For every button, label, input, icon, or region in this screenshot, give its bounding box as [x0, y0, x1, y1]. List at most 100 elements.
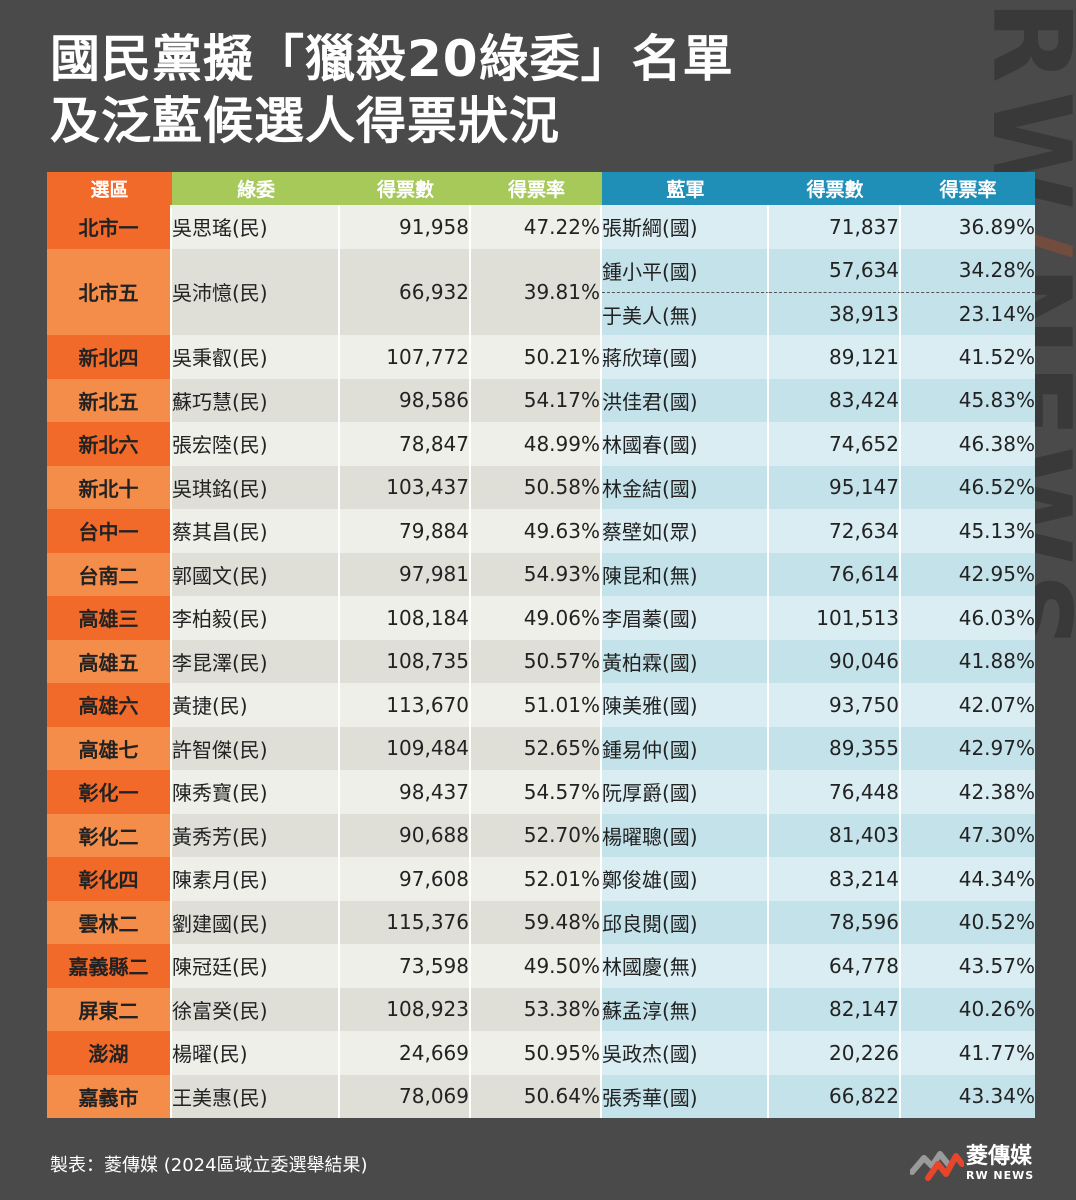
green-votes: 107,772 — [340, 335, 471, 379]
blue-rate: 43.34% — [901, 1074, 1035, 1118]
blue-candidate: 洪佳君(國) — [602, 378, 769, 422]
blue-rate: 47.30% — [901, 813, 1035, 857]
district-cell: 高雄五 — [47, 639, 172, 683]
green-votes: 91,958 — [340, 205, 471, 249]
title-line-1: 國民黨擬「獵殺20綠委」名單 — [50, 30, 734, 88]
blue-votes: 20,226 — [769, 1031, 901, 1075]
blue-votes: 95,147 — [769, 465, 901, 509]
blue-votes: 78,596 — [769, 900, 901, 944]
district-cell: 北市一 — [47, 205, 172, 249]
blue-votes: 64,778 — [769, 944, 901, 988]
page-title: 國民黨擬「獵殺20綠委」名單 及泛藍候選人得票狀況 — [50, 28, 734, 152]
blue-rate: 44.34% — [901, 857, 1035, 901]
green-candidate: 陳冠廷(民) — [172, 944, 340, 988]
green-candidate: 蔡其昌(民) — [172, 509, 340, 553]
blue-candidate: 鍾小平(國) — [602, 248, 769, 293]
table-row: 嘉義市 王美惠(民) 78,069 50.64% 張秀華(國) 66,822 4… — [47, 1074, 1035, 1118]
green-candidate: 黃秀芳(民) — [172, 813, 340, 857]
footer-credit: 製表：菱傳媒 (2024區域立委選舉結果) — [50, 1155, 368, 1176]
blue-rate: 42.95% — [901, 552, 1035, 596]
blue-rate: 41.77% — [901, 1031, 1035, 1075]
table-row: 台中一 蔡其昌(民) 79,884 49.63% 蔡壁如(眾) 72,634 4… — [47, 509, 1035, 553]
blue-rate: 46.52% — [901, 465, 1035, 509]
district-cell: 嘉義市 — [47, 1074, 172, 1118]
title-line-2: 及泛藍候選人得票狀況 — [50, 92, 560, 150]
green-votes: 98,586 — [340, 378, 471, 422]
blue-votes: 83,424 — [769, 378, 901, 422]
header-blue: 藍軍 — [602, 172, 769, 205]
green-votes: 78,069 — [340, 1074, 471, 1118]
green-candidate: 蘇巧慧(民) — [172, 378, 340, 422]
header-blue-votes: 得票數 — [769, 172, 901, 205]
blue-candidate: 林國慶(無) — [602, 944, 769, 988]
green-rate: 54.57% — [471, 770, 602, 814]
green-rate: 50.57% — [471, 639, 602, 683]
table-row: 高雄三 李柏毅(民) 108,184 49.06% 李眉蓁(國) 101,513… — [47, 596, 1035, 640]
blue-rate: 45.83% — [901, 378, 1035, 422]
logo-text: 菱傳媒 RW NEWS — [966, 1145, 1034, 1183]
blue-rate: 40.26% — [901, 987, 1035, 1031]
district-cell: 新北十 — [47, 465, 172, 509]
green-rate: 51.01% — [471, 683, 602, 727]
blue-candidate: 張斯綱(國) — [602, 205, 769, 249]
green-votes: 109,484 — [340, 726, 471, 770]
blue-votes: 81,403 — [769, 813, 901, 857]
green-votes: 24,669 — [340, 1031, 471, 1075]
table-row: 新北五 蘇巧慧(民) 98,586 54.17% 洪佳君(國) 83,424 4… — [47, 378, 1035, 422]
green-rate: 50.64% — [471, 1074, 602, 1118]
table-row: 高雄六 黃捷(民) 113,670 51.01% 陳美雅(國) 93,750 4… — [47, 683, 1035, 727]
green-rate: 49.50% — [471, 944, 602, 988]
header-green: 綠委 — [172, 172, 340, 205]
green-rate: 50.95% — [471, 1031, 602, 1075]
blue-candidate: 陳昆和(無) — [602, 552, 769, 596]
blue-rate: 36.89% — [901, 205, 1035, 249]
header-green-votes: 得票數 — [340, 172, 471, 205]
table-header-row: 選區 綠委 得票數 得票率 藍軍 得票數 得票率 — [47, 172, 1035, 205]
blue-candidate: 阮厚爵(國) — [602, 770, 769, 814]
green-candidate: 王美惠(民) — [172, 1074, 340, 1118]
blue-candidate: 張秀華(國) — [602, 1074, 769, 1118]
green-candidate: 陳秀寶(民) — [172, 770, 340, 814]
district-cell: 澎湖 — [47, 1031, 172, 1075]
blue-candidate: 蔡壁如(眾) — [602, 509, 769, 553]
district-cell: 彰化四 — [47, 857, 172, 901]
table-row: 彰化二 黃秀芳(民) 90,688 52.70% 楊曜聰(國) 81,403 4… — [47, 813, 1035, 857]
district-cell: 台中一 — [47, 509, 172, 553]
table-row: 新北六 張宏陸(民) 78,847 48.99% 林國春(國) 74,652 4… — [47, 422, 1035, 466]
blue-votes: 83,214 — [769, 857, 901, 901]
table-row: 北市一 吳思瑤(民) 91,958 47.22% 張斯綱(國) 71,837 3… — [47, 205, 1035, 249]
green-votes: 108,923 — [340, 987, 471, 1031]
blue-votes: 82,147 — [769, 987, 901, 1031]
table-row: 高雄五 李昆澤(民) 108,735 50.57% 黃柏霖(國) 90,046 … — [47, 639, 1035, 683]
district-cell: 高雄六 — [47, 683, 172, 727]
header-green-rate: 得票率 — [471, 172, 602, 205]
green-rate: 52.70% — [471, 813, 602, 857]
green-candidate: 吳沛憶(民) — [172, 248, 340, 335]
green-candidate: 李昆澤(民) — [172, 639, 340, 683]
blue-candidate: 黃柏霖(國) — [602, 639, 769, 683]
green-rate: 52.01% — [471, 857, 602, 901]
header-district: 選區 — [47, 172, 172, 205]
district-cell: 北市五 — [47, 248, 172, 335]
district-cell: 台南二 — [47, 552, 172, 596]
green-candidate: 陳素月(民) — [172, 857, 340, 901]
district-cell: 高雄三 — [47, 596, 172, 640]
blue-candidate: 李眉蓁(國) — [602, 596, 769, 640]
blue-candidate: 楊曜聰(國) — [602, 813, 769, 857]
blue-votes: 74,652 — [769, 422, 901, 466]
district-cell: 新北六 — [47, 422, 172, 466]
blue-rate: 41.52% — [901, 335, 1035, 379]
blue-votes-2: 38,913 — [769, 293, 901, 335]
green-votes: 66,932 — [340, 248, 471, 335]
blue-votes: 66,822 — [769, 1074, 901, 1118]
table-row: 屏東二 徐富癸(民) 108,923 53.38% 蘇孟淳(無) 82,147 … — [47, 987, 1035, 1031]
green-rate: 59.48% — [471, 900, 602, 944]
green-rate: 54.17% — [471, 378, 602, 422]
blue-rate: 41.88% — [901, 639, 1035, 683]
district-cell: 屏東二 — [47, 987, 172, 1031]
green-rate: 48.99% — [471, 422, 602, 466]
logo-en: RW NEWS — [966, 1169, 1035, 1182]
table-row: 嘉義縣二 陳冠廷(民) 73,598 49.50% 林國慶(無) 64,778 … — [47, 944, 1035, 988]
blue-candidate: 林金結(國) — [602, 465, 769, 509]
blue-votes: 71,837 — [769, 205, 901, 249]
